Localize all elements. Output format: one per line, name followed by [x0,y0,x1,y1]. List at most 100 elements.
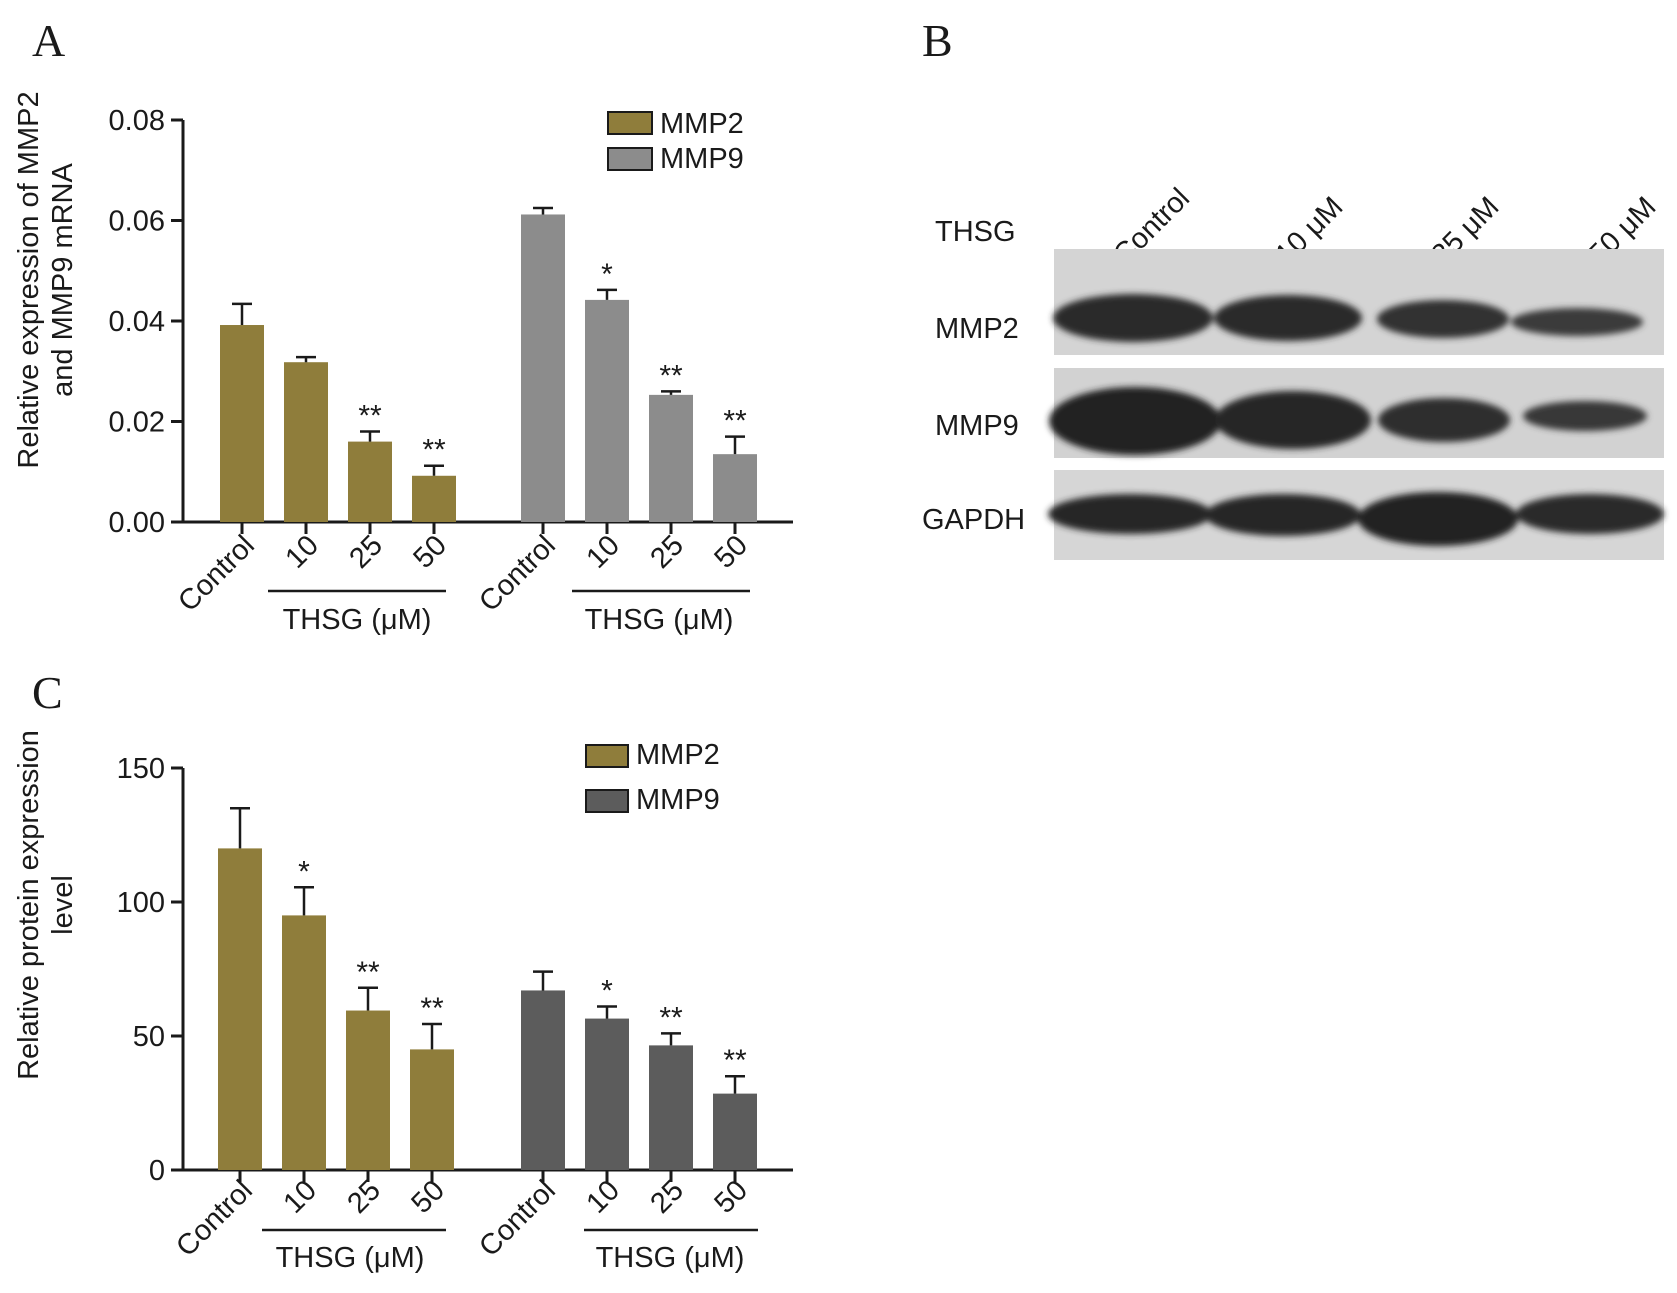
blot-row-header: THSG [935,216,1016,248]
blot-bands-gapdh [1048,492,1664,546]
panel-a-bar-mmp9-25 [649,394,693,522]
panel-a-category-label: Control [473,529,562,618]
panel-c-ytick-label: 150 [117,753,165,785]
panel-a-significance-mark: * [601,258,613,291]
panel-a-ytick-label: 0.06 [109,206,165,238]
panel-c-significance-mark: ** [420,992,444,1025]
panel-c-significance-mark: * [601,975,613,1008]
western-blot: THSG Control 10 μM 25 μM 50 μM MMP2 MMP9… [922,182,1664,560]
panel-a-significance-mark: ** [358,400,382,433]
panel-c-errorbar [230,806,250,849]
panel-a-bar-mmp9-control [521,214,565,522]
panel-c-errorbar [294,886,314,916]
panel-c-legend-mmp9-label: MMP9 [636,784,720,816]
panel-a-category-label: Control [172,529,261,618]
panel-a-errorbar [360,430,380,442]
panel-c-errorbar [422,1022,442,1050]
panel-c-letter: C [32,667,63,718]
panel-a-bar-mmp2-25 [348,441,392,522]
band-mmp2-25 [1377,300,1509,338]
panel-c-errorbar [661,1032,681,1046]
band-mmp2-50 [1511,308,1643,336]
panel-c-chart: 0 50 100 150 Control * 10 ** 25 ** 50 Control * 10 ** 2… [117,744,793,1263]
panel-a-errorbar [533,206,553,215]
band-mmp2-control [1053,294,1213,342]
panel-a-category-label: 25 [645,529,690,574]
panel-c-bar-mmp9-control [521,990,565,1170]
panel-a-ytick-label: 0.04 [109,306,165,338]
panel-c-ylabel-line2: level [47,875,79,935]
panel-a-group-label-mmp2: THSG (μM) [283,604,432,636]
panel-a-category-label: 50 [408,529,453,574]
panel-a-significance-mark: ** [422,434,446,467]
panel-a-errorbar [661,390,681,395]
panel-c-group-label-mmp2: THSG (μM) [276,1242,425,1274]
panel-c-category-label: 10 [278,1174,323,1219]
panel-c-significance-mark: ** [659,1001,683,1034]
panel-c-ytick-label: 100 [117,887,165,919]
panel-c-category-label: 50 [709,1174,754,1219]
panel-c-significance-mark: ** [723,1044,747,1077]
panel-c-ytick-label: 0 [149,1155,165,1187]
panel-a-category-label: 50 [709,529,754,574]
band-gapdh-50 [1516,494,1664,534]
panel-c-errorbar [597,1005,617,1019]
panel-a-ytick-label: 0.00 [109,507,165,539]
band-mmp2-10 [1214,295,1362,341]
panel-c-legend-swatch-mmp9 [585,789,629,813]
panel-a-errorbar [725,435,745,455]
panel-c-significance-mark: ** [356,956,380,989]
panel-a-letter: A [32,15,65,66]
band-gapdh-control [1048,494,1212,534]
panel-c-errorbar [725,1074,745,1094]
panel-c-significance-mark: * [298,855,310,888]
panel-c-bar-mmp9-50 [713,1093,757,1170]
panel-a-chart: 0.00 0.02 0.04 0.06 0.08 Control 10 ** 25 ** 50 Con… [109,105,793,618]
panel-a-ytick-label: 0.08 [109,105,165,137]
band-mmp9-25 [1378,398,1510,442]
panel-a-bar-mmp9-10 [585,299,629,522]
panel-c-bar-mmp2-25 [346,1010,390,1170]
panel-a-legend-swatch-mmp2 [607,111,653,135]
band-mmp9-10 [1215,391,1371,449]
panel-c-ytick-label: 50 [133,1021,165,1053]
panel-a-bar-mmp2-10 [284,362,328,522]
panel-a-errorbar [424,464,444,476]
panel-c-bar-mmp2-50 [410,1049,454,1170]
panel-a-legend-mmp2-label: MMP2 [660,108,744,140]
band-gapdh-25 [1358,492,1518,546]
panel-c-category-label: Control [473,1174,562,1263]
panel-a-legend-swatch-mmp9 [607,147,653,171]
panel-c-errorbar [533,970,553,991]
panel-a-significance-mark: ** [723,405,747,438]
panel-c-category-label: 25 [342,1174,387,1219]
band-gapdh-10 [1205,494,1361,536]
panel-c-legend-mmp2-label: MMP2 [636,739,720,771]
panel-c-errorbar [358,986,378,1011]
panel-c-category-label: Control [170,1174,259,1263]
panel-a-bar-mmp9-50 [713,454,757,522]
panel-c-group-label-mmp9: THSG (μM) [596,1242,745,1274]
band-mmp9-control [1049,387,1221,455]
panel-a-errorbar [296,355,316,363]
panel-a-group-label-mmp9: THSG (μM) [585,604,734,636]
panel-c-ylabel: Relative protein expression level [13,730,79,1080]
panel-c-category-label: 10 [581,1174,626,1219]
panel-a-category-label: 25 [344,529,389,574]
panel-a-category-label: 10 [581,529,626,574]
panel-a-ylabel: Relative expression of MMP2 and MMP9 mRN… [13,91,79,468]
panel-a-errorbar [232,302,252,326]
panel-b-letter: B [922,15,953,66]
panel-c-legend-swatch-mmp2 [585,744,629,768]
blot-row-label-mmp9: MMP9 [935,410,1019,442]
blot-row-label-mmp2: MMP2 [935,313,1019,345]
panel-c-bar-mmp9-10 [585,1018,629,1170]
panel-a-category-label: 10 [280,529,325,574]
blot-bands-mmp2 [1053,294,1643,342]
panel-a-bar-mmp2-50 [412,475,456,522]
panel-c-ylabel-line1: Relative protein expression [13,730,45,1080]
blot-bands-mmp9 [1049,387,1647,455]
panel-c-bar-mmp9-25 [649,1045,693,1170]
